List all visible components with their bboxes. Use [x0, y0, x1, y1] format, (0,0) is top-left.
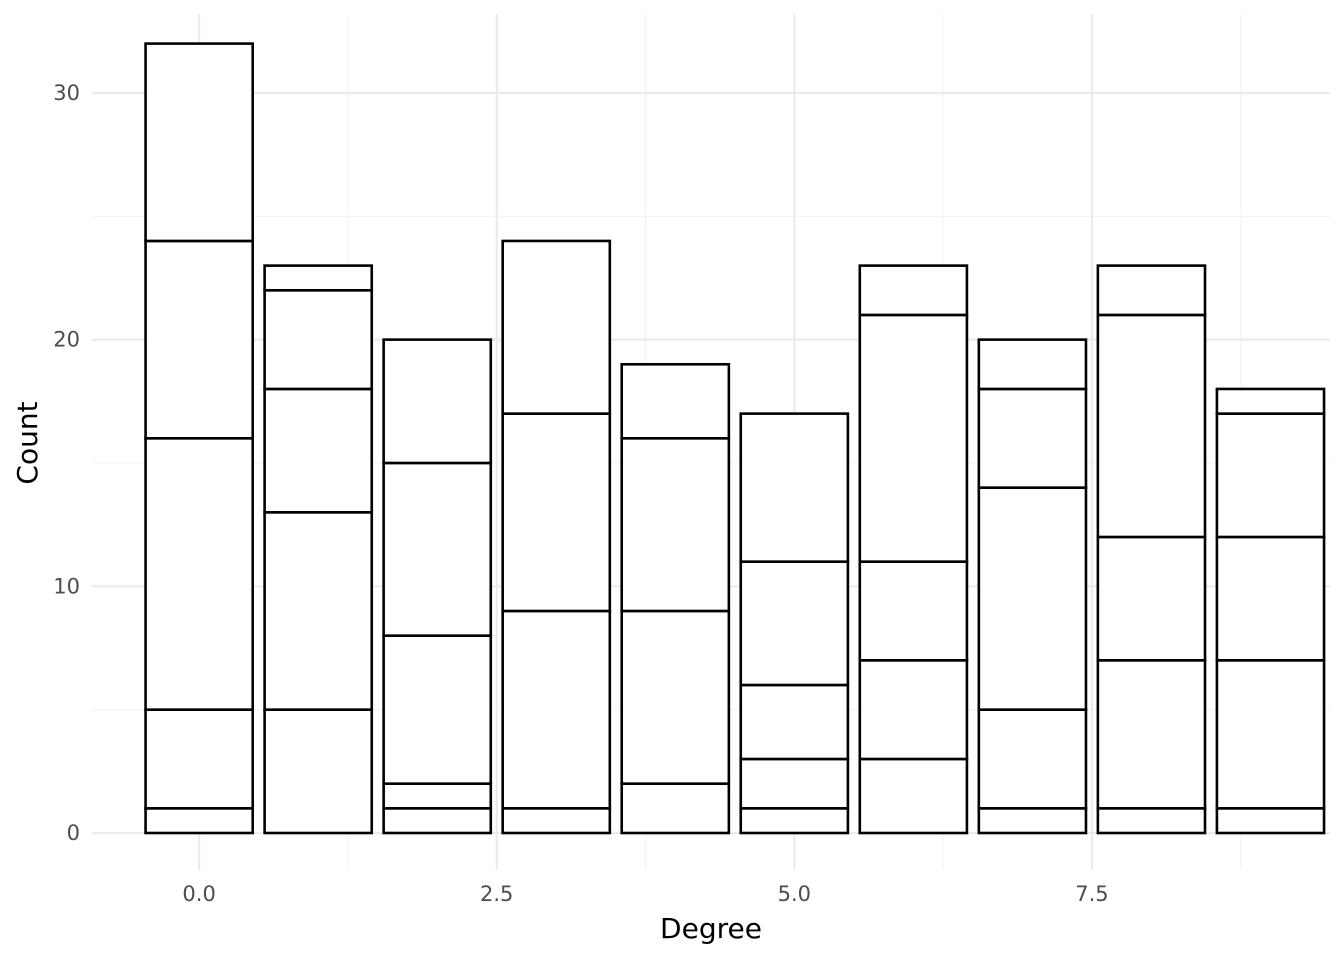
bar-7 [977, 338, 1088, 835]
y-tick-label: 20 [53, 328, 80, 352]
bar-segment [144, 239, 255, 440]
x-axis-ticks: 0.0 2.5 5.0 7.5 [182, 882, 1108, 906]
bar-segment [1215, 807, 1326, 835]
x-tick-label: 7.5 [1075, 882, 1108, 906]
bar-segment [263, 387, 374, 514]
bar-segment [620, 362, 731, 440]
bar-segment [1215, 412, 1326, 539]
bar-segment [858, 757, 969, 835]
bar-segment [382, 807, 493, 835]
bar-segment [977, 807, 1088, 835]
bar-segment [382, 782, 493, 810]
bar-segment [144, 708, 255, 810]
y-tick-label: 10 [53, 574, 80, 598]
bar-segment [501, 807, 612, 835]
bar-segment [977, 338, 1088, 391]
bar-segment [263, 288, 374, 391]
bar-segment [1096, 659, 1207, 810]
bar-segment [620, 782, 731, 835]
bar-segment [620, 436, 731, 613]
bar-segment [382, 461, 493, 637]
bar-3 [501, 239, 612, 835]
x-tick-label: 2.5 [480, 882, 513, 906]
bar-segment [858, 659, 969, 761]
bar-segment [144, 436, 255, 711]
bar-segment [858, 264, 969, 317]
x-axis-title: Degree [660, 912, 762, 945]
bar-6 [858, 264, 969, 835]
bar-segment [1096, 807, 1207, 835]
bar-segment [977, 708, 1088, 810]
x-tick-label: 0.0 [182, 882, 215, 906]
bars [144, 42, 1326, 835]
bar-segment [1215, 659, 1326, 810]
bar-segment [501, 412, 612, 613]
bar-segment [263, 264, 374, 292]
bar-segment [739, 757, 850, 810]
bar-segment [501, 239, 612, 415]
y-tick-label: 0 [67, 821, 80, 845]
bar-segment [1096, 535, 1207, 662]
bar-segment [739, 683, 850, 761]
bar-segment [1215, 535, 1326, 662]
bar-segment [501, 609, 612, 810]
bar-4 [620, 362, 731, 835]
bar-segment [739, 412, 850, 563]
bar-segment [977, 387, 1088, 489]
x-tick-label: 5.0 [778, 882, 811, 906]
bar-segment [1096, 264, 1207, 317]
bar-segment [263, 511, 374, 711]
bar-0 [144, 42, 255, 835]
bar-segment [739, 560, 850, 687]
y-tick-label: 30 [53, 81, 80, 105]
bar-2 [382, 338, 493, 835]
bar-segment [1096, 313, 1207, 539]
bar-segment [739, 807, 850, 835]
bar-segment [382, 338, 493, 465]
bar-segment [620, 609, 731, 785]
bar-segment [144, 42, 255, 243]
bar-segment [858, 560, 969, 662]
bar-segment [977, 486, 1088, 711]
y-axis-ticks: 0 10 20 30 [53, 81, 80, 845]
bar-9 [1215, 387, 1326, 835]
bar-1 [263, 264, 374, 835]
bar-segment [144, 807, 255, 835]
bar-segment [382, 634, 493, 785]
bar-segment [858, 313, 969, 563]
bar-8 [1096, 264, 1207, 835]
bar-5 [739, 412, 850, 835]
bar-segment [1215, 387, 1326, 415]
y-axis-title: Count [11, 401, 44, 484]
bar-segment [263, 708, 374, 835]
